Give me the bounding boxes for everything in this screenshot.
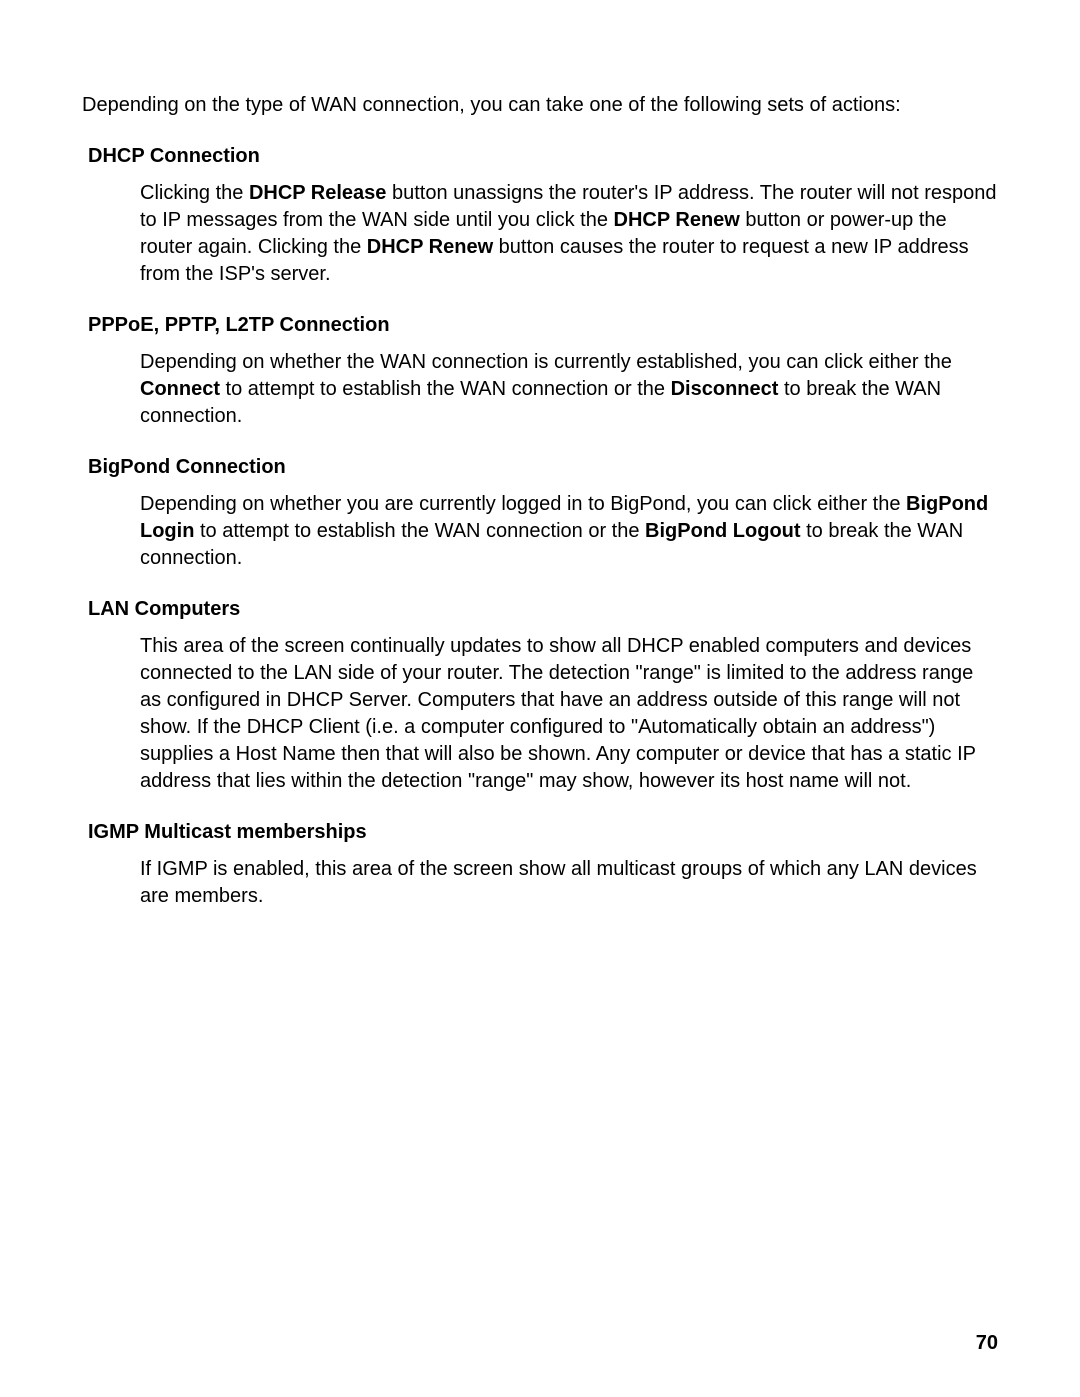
intro-text: Depending on the type of WAN connection,…	[82, 92, 998, 119]
bold-text-run: DHCP Renew	[367, 236, 493, 258]
text-run: Depending on whether you are currently l…	[140, 493, 906, 515]
page-number: 70	[976, 1332, 998, 1355]
text-run: Clicking the	[140, 182, 249, 204]
section-body: This area of the screen continually upda…	[140, 633, 998, 795]
bold-text-run: DHCP Renew	[614, 209, 740, 231]
section-body: Depending on whether the WAN connection …	[140, 349, 998, 430]
text-run: This area of the screen continually upda…	[140, 635, 976, 792]
text-run: to attempt to establish the WAN connecti…	[220, 378, 671, 400]
text-run: to attempt to establish the WAN connecti…	[194, 520, 645, 542]
text-run: Depending on whether the WAN connection …	[140, 351, 952, 373]
page-content: Depending on the type of WAN connection,…	[0, 0, 1080, 910]
bold-text-run: DHCP Release	[249, 182, 386, 204]
bold-text-run: Disconnect	[671, 378, 779, 400]
section-heading: IGMP Multicast memberships	[88, 819, 998, 846]
section-body: Clicking the DHCP Release button unassig…	[140, 180, 998, 288]
text-run: If IGMP is enabled, this area of the scr…	[140, 858, 977, 907]
bold-text-run: Connect	[140, 378, 220, 400]
section-heading: DHCP Connection	[88, 143, 998, 170]
section-heading: BigPond Connection	[88, 454, 998, 481]
bold-text-run: BigPond Logout	[645, 520, 801, 542]
sections-container: DHCP Connection Clicking the DHCP Release…	[82, 143, 998, 910]
section-heading: PPPoE, PPTP, L2TP Connection	[88, 312, 998, 339]
section-body: Depending on whether you are currently l…	[140, 491, 998, 572]
section-heading: LAN Computers	[88, 596, 998, 623]
section-body: If IGMP is enabled, this area of the scr…	[140, 856, 998, 910]
